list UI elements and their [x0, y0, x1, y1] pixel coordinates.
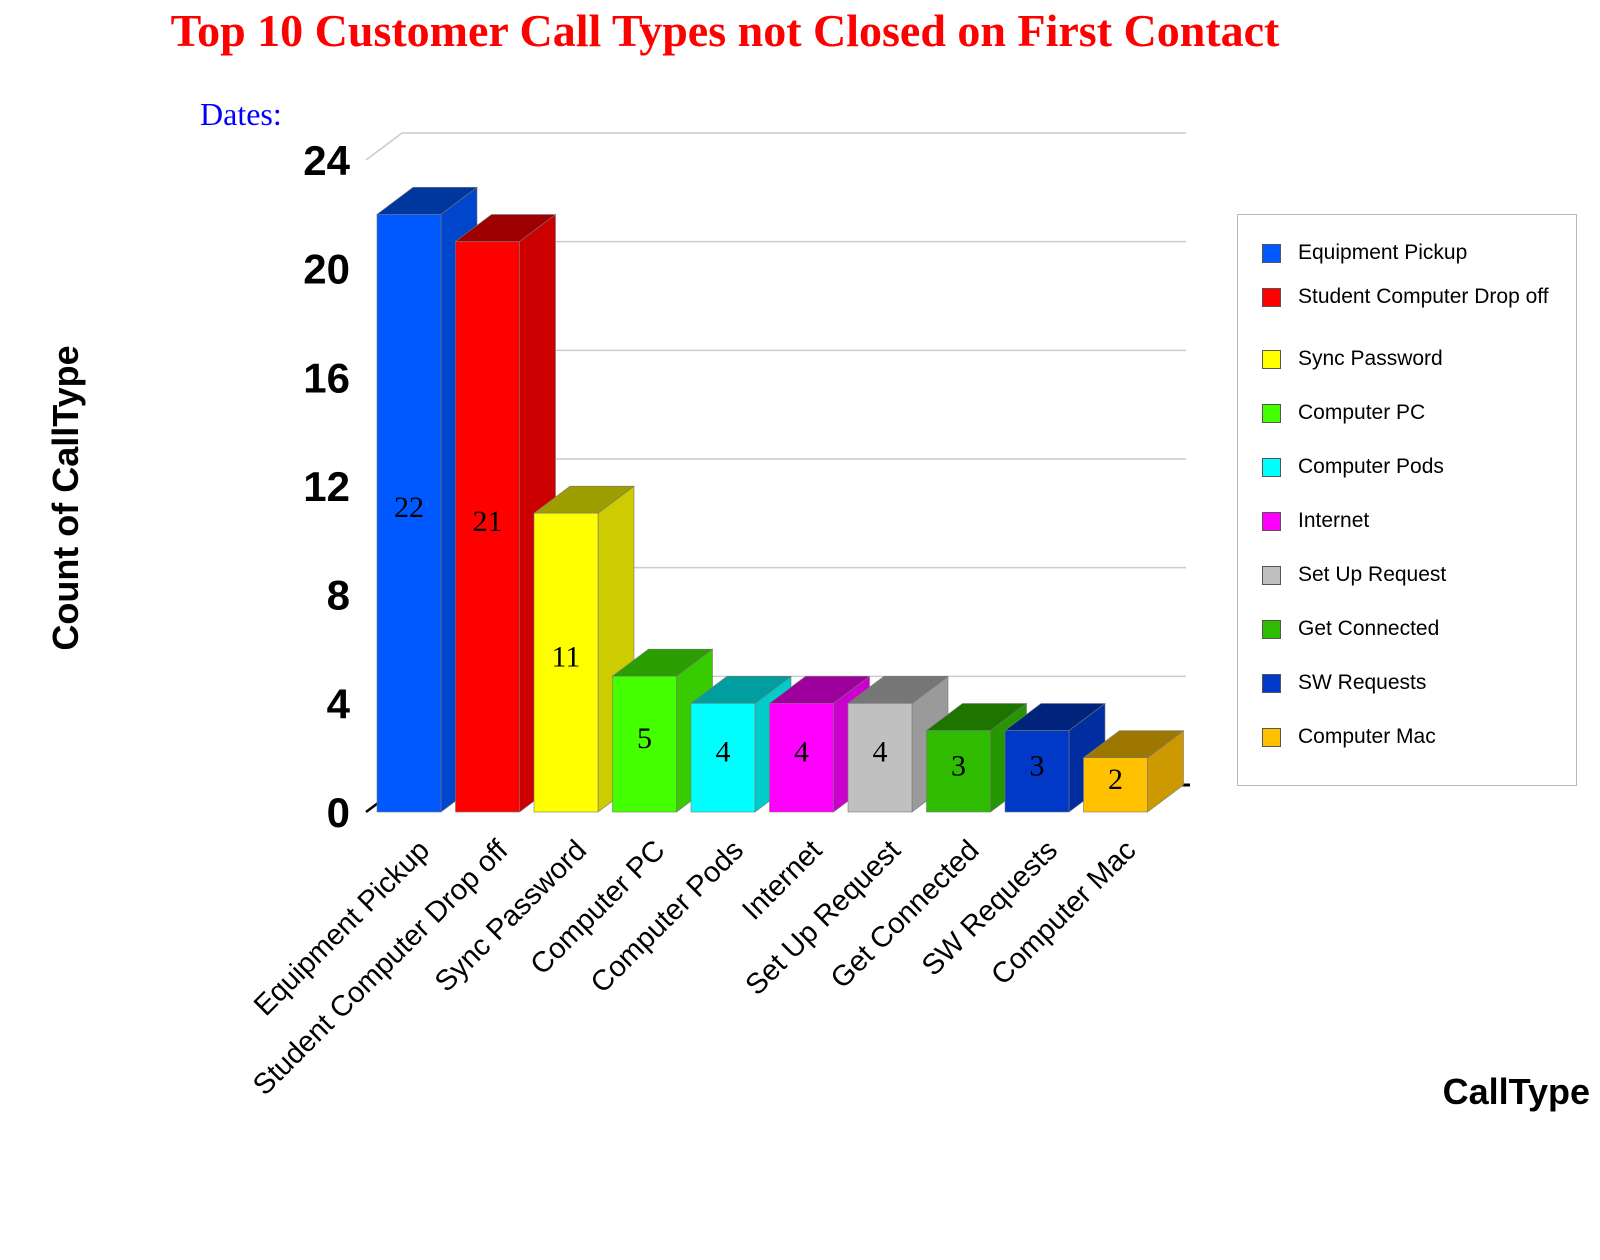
data-label: 2 — [1108, 763, 1123, 796]
dates-label: Dates: — [200, 96, 282, 132]
data-label: 4 — [716, 736, 731, 769]
legend-swatch — [1262, 620, 1281, 639]
legend-item: Set Up Request — [1262, 563, 1562, 587]
bar-front — [533, 512, 599, 813]
x-axis-title: CallType — [1443, 1071, 1590, 1112]
legend-swatch — [1262, 458, 1281, 477]
chart-title: Top 10 Customer Call Types not Closed on… — [170, 5, 1280, 56]
legend-label: Student Computer Drop off — [1298, 285, 1549, 308]
x-tick-label: Computer PC — [525, 834, 672, 981]
legend-swatch — [1262, 350, 1281, 369]
legend-item: Get Connected — [1262, 617, 1562, 641]
legend-item: SW Requests — [1262, 671, 1562, 695]
legend-label: Get Connected — [1298, 617, 1440, 640]
legend-label: Computer Pods — [1298, 455, 1444, 478]
legend: Equipment Pickup Student Computer Drop of… — [1237, 214, 1577, 786]
data-label: 5 — [637, 722, 652, 755]
legend-label: Sync Password — [1298, 347, 1443, 370]
bar-front — [926, 730, 991, 813]
x-tick-label: SW Requests — [916, 834, 1064, 982]
bar-front — [1004, 730, 1070, 813]
bar-front — [847, 703, 913, 813]
data-label: 4 — [794, 736, 809, 769]
legend-item: Computer Pods — [1262, 455, 1562, 479]
data-label: 3 — [1030, 749, 1045, 782]
bar — [533, 485, 635, 813]
legend-item: Student Computer Drop off — [1262, 285, 1562, 309]
legend-item: Internet — [1262, 509, 1562, 533]
bar-front — [612, 675, 677, 813]
bar-front — [376, 214, 442, 813]
y-tick-label: 16 — [303, 354, 350, 401]
legend-item: Equipment Pickup — [1262, 241, 1562, 265]
legend-label: Equipment Pickup — [1298, 241, 1468, 264]
y-tick-label: 0 — [327, 789, 350, 836]
y-tick-label: 12 — [303, 463, 350, 510]
x-tick-label: Computer Mac — [985, 834, 1142, 991]
bars: 22 21 11 5 4 4 4 3 3 2 — [376, 186, 1185, 813]
y-tick-label: 8 — [327, 572, 350, 619]
bar-front — [769, 703, 834, 813]
y-tick-label: 20 — [303, 246, 350, 293]
y-tick-labels: 0 4 8 12 16 20 24 — [303, 137, 350, 836]
legend-item: Sync Password — [1262, 347, 1562, 371]
legend-label: Set Up Request — [1298, 563, 1447, 586]
legend-label: SW Requests — [1298, 671, 1427, 694]
data-label: 21 — [473, 505, 503, 538]
legend-label: Internet — [1298, 509, 1370, 532]
data-label: 3 — [951, 749, 966, 782]
legend-swatch — [1262, 244, 1281, 263]
bar-front — [455, 241, 520, 813]
legend-swatch — [1262, 288, 1281, 307]
y-tick-label: 24 — [303, 137, 350, 184]
bar-front — [1083, 757, 1148, 813]
legend-swatch — [1262, 728, 1281, 747]
bar-front — [690, 703, 756, 813]
y-tick-label: 4 — [327, 680, 351, 727]
legend-swatch — [1262, 512, 1281, 531]
legend-item: Computer PC — [1262, 401, 1562, 425]
y-axis-title: Count of CallType — [45, 345, 86, 650]
legend-label: Computer Mac — [1298, 725, 1436, 748]
bar — [611, 648, 714, 813]
data-label: 4 — [873, 736, 888, 769]
gridline-diagonal — [365, 132, 403, 161]
legend-label: Computer PC — [1298, 401, 1426, 424]
data-label: 22 — [394, 491, 424, 524]
legend-swatch — [1262, 674, 1281, 693]
data-label: 11 — [552, 641, 581, 674]
legend-swatch — [1262, 566, 1281, 585]
legend-item: Computer Mac — [1262, 725, 1562, 749]
legend-swatch — [1262, 404, 1281, 423]
bar — [1082, 730, 1185, 813]
